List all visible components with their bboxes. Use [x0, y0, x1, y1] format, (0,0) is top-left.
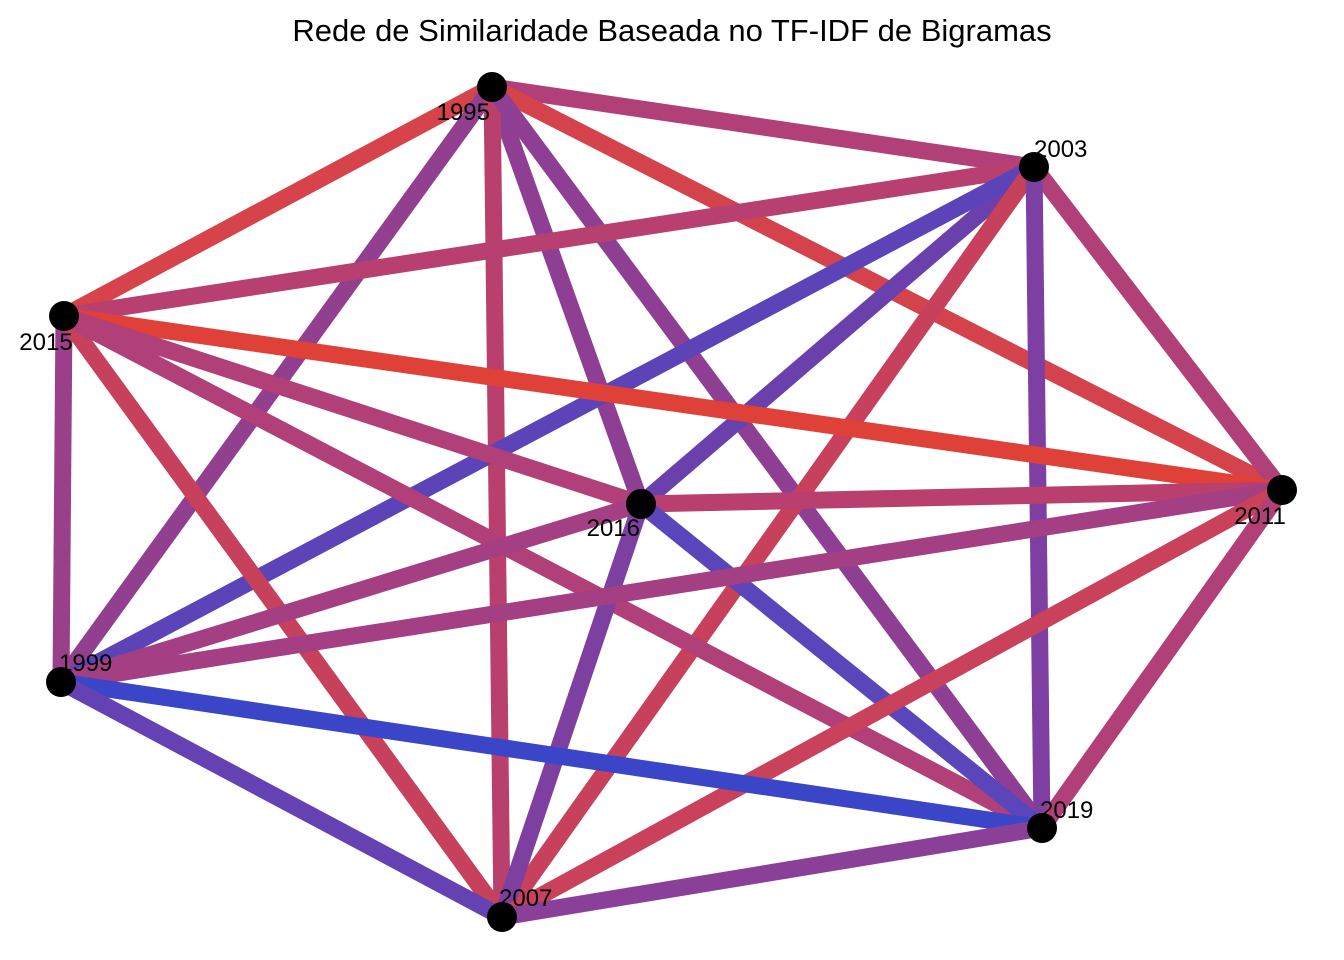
node-label-2007: 2007: [499, 885, 552, 912]
edge-1999-2019: [59, 673, 1044, 837]
node-label-2011: 2011: [1234, 503, 1286, 530]
graph-title: Rede de Similaridade Baseada no TF-IDF d…: [292, 13, 1051, 48]
edge-2003-2007: [495, 162, 1041, 922]
edge-2016-2007: [493, 501, 650, 920]
edge-1995-2007: [483, 86, 511, 918]
edge-2016-1999: [58, 495, 644, 691]
node-1995: [477, 72, 507, 102]
edge-2015-2016: [61, 307, 644, 513]
edge-1995-2003: [490, 78, 1036, 176]
node-label-1999: 1999: [59, 650, 112, 677]
node-label-2015: 2015: [19, 329, 72, 356]
node-2016: [626, 489, 656, 519]
edge-2011-1999: [59, 481, 1284, 691]
node-2003: [1019, 152, 1049, 182]
node-label-2016: 2016: [587, 515, 640, 542]
edge-2016-2019: [635, 497, 1048, 835]
edges-layer: [52, 78, 1289, 926]
edge-1995-2019: [485, 81, 1049, 834]
edge-2015-2011: [62, 307, 1284, 499]
edge-2016-2011: [640, 481, 1283, 513]
edge-2003-2011: [1027, 161, 1289, 496]
node-2007: [487, 902, 517, 932]
node-2011: [1267, 475, 1297, 505]
node-label-1995: 1995: [437, 99, 490, 126]
node-label-2003: 2003: [1034, 136, 1087, 163]
edge-1995-2016: [483, 84, 650, 507]
node-1999: [46, 667, 76, 697]
edge-1999-2007: [57, 674, 506, 925]
edge-2015-1999: [52, 315, 73, 683]
labels-layer: 1995 2003 2015 2016 2011 1999 2019 2007: [19, 99, 1286, 912]
edge-2007-2019: [500, 819, 1044, 926]
nodes-layer: [46, 72, 1297, 932]
node-label-2019: 2019: [1040, 797, 1093, 824]
node-2019: [1027, 813, 1057, 843]
edge-2003-2015: [62, 158, 1036, 325]
edge-2011-2019: [1035, 485, 1289, 833]
edge-1995-2015: [59, 79, 497, 324]
edge-2003-1999: [57, 159, 1038, 690]
edge-2003-2016: [635, 160, 1040, 511]
edge-2015-2019: [60, 308, 1046, 836]
edge-2011-2007: [497, 482, 1287, 925]
node-2015: [49, 301, 79, 331]
